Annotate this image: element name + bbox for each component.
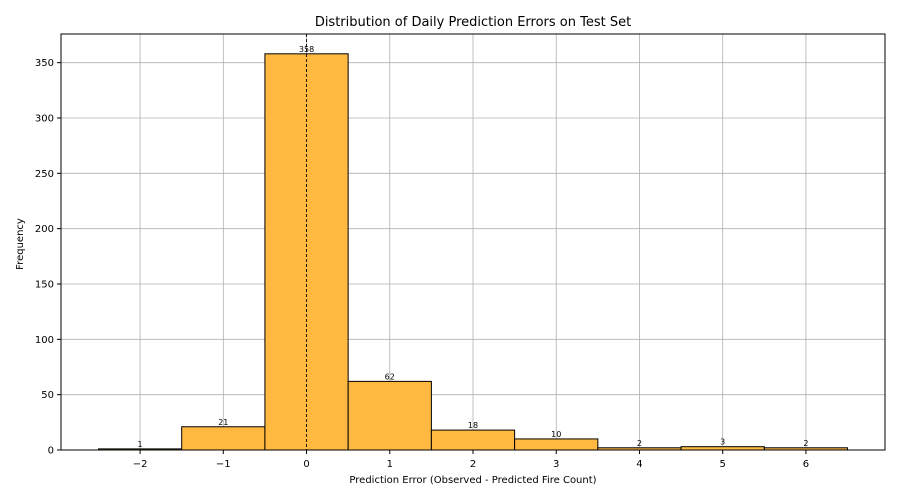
- y-tick-label: 350: [35, 58, 54, 69]
- y-tick-label: 300: [35, 113, 54, 124]
- y-axis: 0 50 100 150 200 250 300 350: [35, 58, 61, 457]
- histogram-bar: [430, 429, 516, 451]
- x-tick-label: 2: [470, 459, 476, 470]
- bar-value-label: 2: [637, 439, 642, 448]
- y-tick-label: 250: [35, 169, 54, 180]
- x-tick-label: 3: [553, 459, 559, 470]
- x-tick-label: 5: [720, 459, 726, 470]
- bar-value-label: 3: [720, 438, 725, 447]
- histogram-bar: [347, 380, 432, 451]
- bar-value-label: 2: [803, 439, 808, 448]
- histogram-bar: [514, 438, 599, 451]
- x-tick-label: −1: [216, 459, 231, 470]
- bar-value-label: 1: [138, 440, 143, 449]
- x-tick-label: 6: [803, 459, 809, 470]
- x-axis-label: Prediction Error (Observed - Predicted F…: [349, 475, 596, 486]
- y-axis-label: Frequency: [15, 218, 26, 270]
- y-tick-label: 100: [35, 335, 54, 346]
- chart-title: Distribution of Daily Prediction Errors …: [315, 15, 631, 30]
- bar-value-label: 10: [551, 430, 561, 439]
- x-tick-label: 4: [636, 459, 642, 470]
- histogram-bar: [181, 426, 266, 451]
- bar-value-label: 358: [299, 45, 314, 54]
- y-tick-label: 50: [41, 390, 54, 401]
- y-tick-label: 150: [35, 279, 54, 290]
- bar-value-label: 62: [385, 372, 395, 381]
- x-tick-label: 1: [387, 459, 393, 470]
- y-tick-label: 200: [35, 224, 54, 235]
- y-tick-label: 0: [48, 446, 54, 457]
- data-labels: 1 21 358 62 18 10 2 3 2: [138, 45, 809, 449]
- bar-value-label: 21: [218, 418, 228, 427]
- x-tick-label: −2: [133, 459, 148, 470]
- x-tick-label: 0: [303, 459, 309, 470]
- bar-value-label: 18: [468, 421, 478, 430]
- x-axis: −2 −1 0 1 2 3 4 5 6: [133, 450, 809, 470]
